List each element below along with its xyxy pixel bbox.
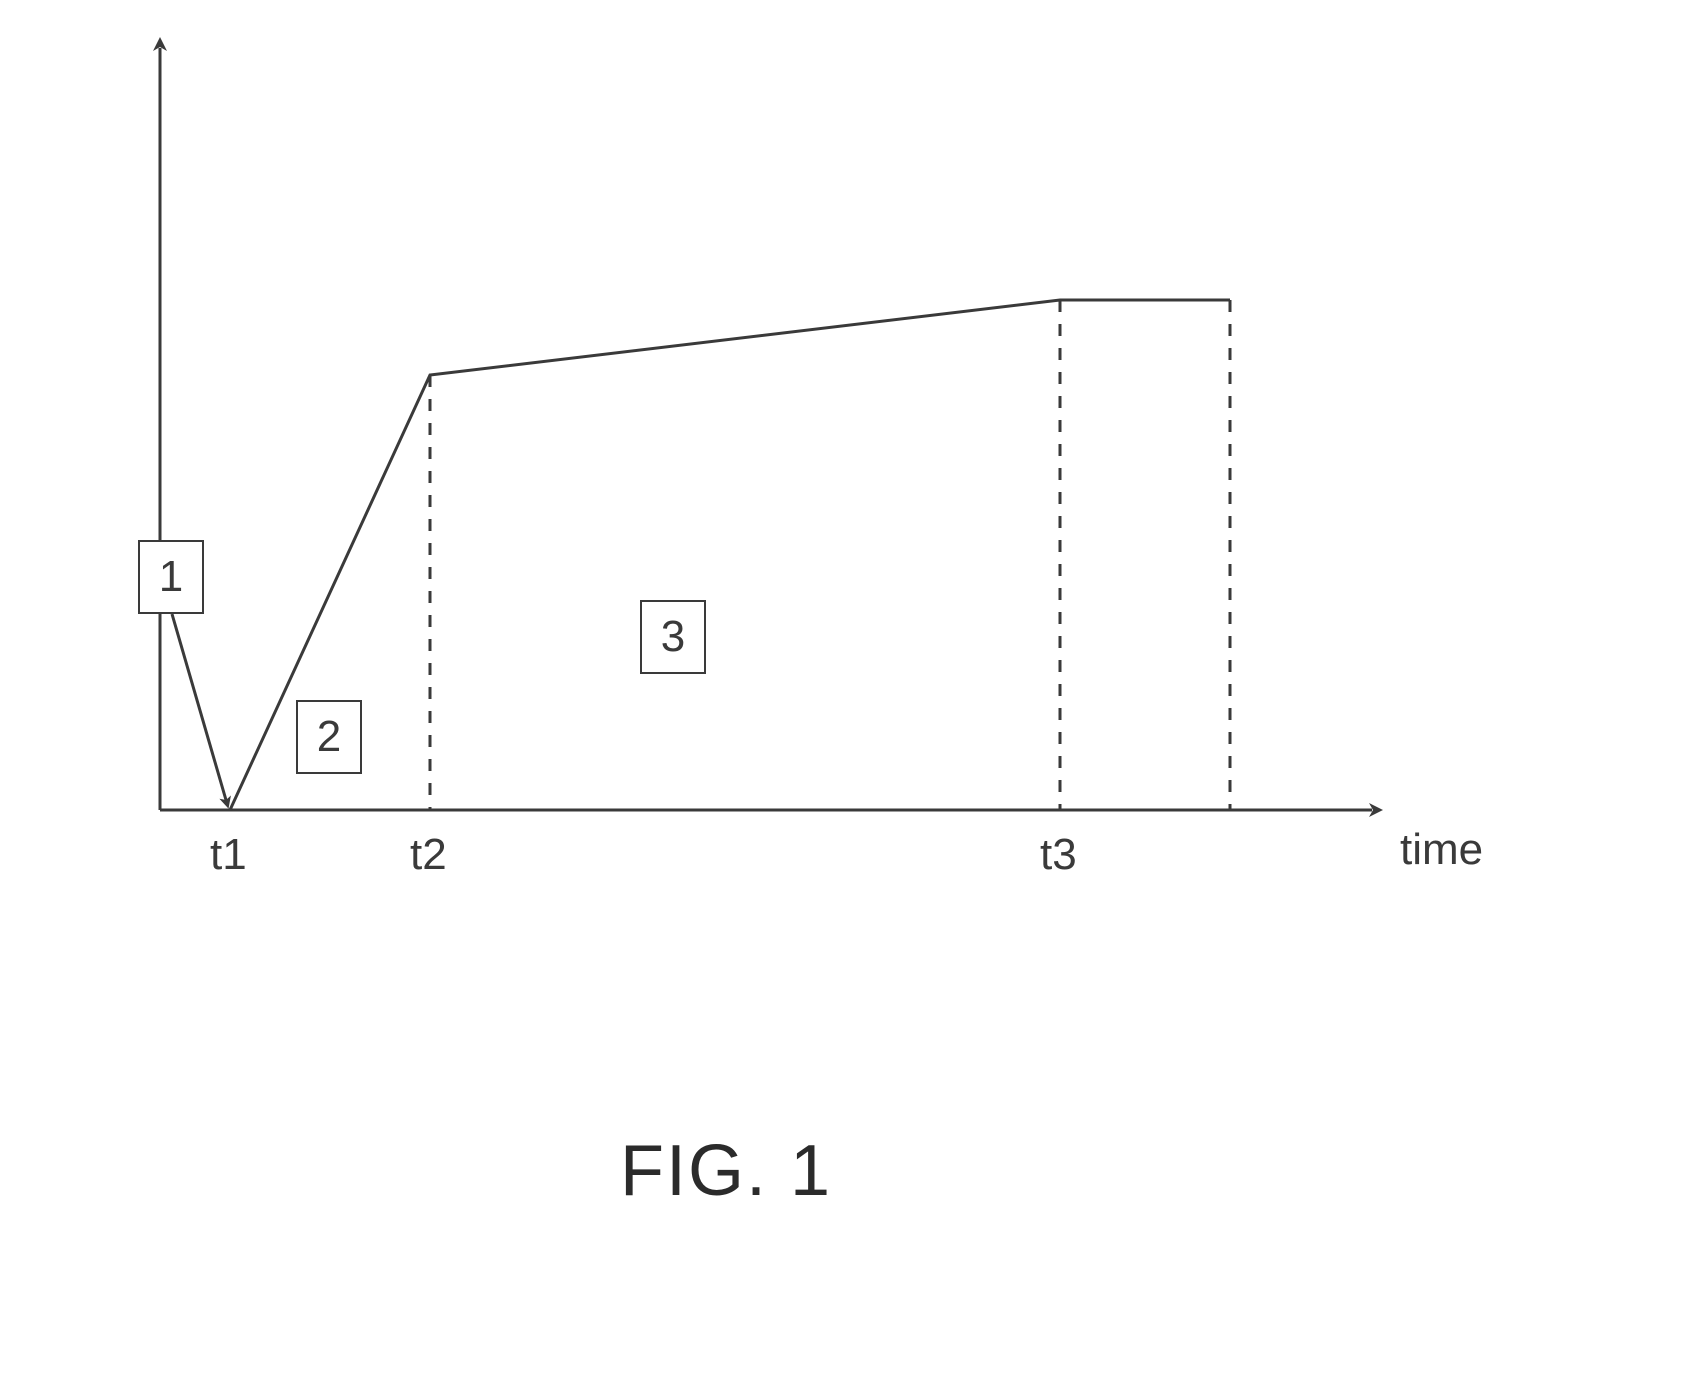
figure-caption: FIG. 1 (620, 1130, 832, 1212)
figure-container: t1 t2 t3 time 1 2 3 FIG. 1 (0, 0, 1688, 1381)
tick-label-t1: t1 (210, 830, 247, 880)
region-box-3-label: 3 (661, 612, 685, 661)
tick-label-t3: t3 (1040, 830, 1077, 880)
region-box-1: 1 (138, 540, 204, 614)
tick-label-t2: t2 (410, 830, 447, 880)
x-axis-label: time (1400, 825, 1483, 875)
chart-svg (0, 0, 1688, 1100)
region-box-2: 2 (296, 700, 362, 774)
region-box-1-label: 1 (159, 552, 183, 601)
region-1-pointer (172, 614, 226, 800)
region-box-2-label: 2 (317, 712, 341, 761)
data-polyline (230, 300, 1230, 810)
region-box-3: 3 (640, 600, 706, 674)
